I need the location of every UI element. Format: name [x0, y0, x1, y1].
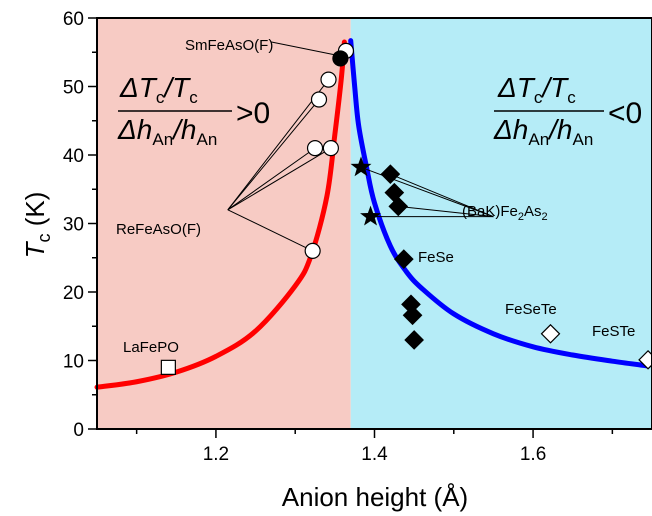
data-point-star [350, 156, 372, 177]
y-tick-label: 40 [63, 146, 84, 167]
data-point-diamond-filled [393, 249, 414, 269]
svg-text:ΔTc/Tc: ΔTc/Tc [497, 72, 576, 107]
region-left [97, 18, 351, 429]
data-point-diamond-open [638, 349, 652, 370]
leader-line [227, 147, 332, 211]
svg-text:<0: <0 [608, 97, 642, 130]
data-point-square-open [160, 359, 176, 375]
svg-text:ΔhAn/hAn: ΔhAn/hAn [117, 114, 217, 149]
left-ratio-label: ΔTc/Tc ΔhAn/hAn >0 [117, 72, 270, 149]
x-tick-label: 1.4 [361, 444, 388, 465]
data-point-star [360, 205, 381, 226]
data-point-diamond-filled [380, 164, 401, 185]
data-point-diamond-filled [404, 330, 424, 350]
label-smfeaso: SmFeAsO(F) [185, 37, 273, 54]
leader-line [227, 99, 320, 211]
right-ratio-label: ΔTc/Tc ΔhAn/hAn <0 [493, 72, 642, 149]
leader-line [227, 147, 316, 211]
leader-line [390, 173, 494, 218]
y-tick-label: 60 [63, 9, 84, 30]
data-point-diamond-open [540, 323, 561, 344]
y-tick-label: 0 [73, 420, 84, 441]
y-tick-label: 20 [63, 283, 84, 304]
y-tick-label: 10 [63, 352, 84, 373]
label-refeaso: ReFeAsO(F) [116, 221, 201, 238]
data-point-circle-open [322, 140, 339, 157]
svg-text:>0: >0 [236, 97, 270, 130]
trend-curve-right-trend [348, 38, 651, 369]
data-point-circle-open [306, 140, 324, 157]
data-point-diamond-filled [388, 196, 409, 217]
data-point-circle-open [310, 91, 328, 108]
y-tick-label: 50 [63, 78, 84, 99]
label-fesete: FeSeTe [505, 301, 557, 318]
x-axis-title: Anion height (Å) [282, 482, 468, 512]
data-point-diamond-filled [402, 305, 423, 326]
data-point-circle-open [320, 71, 337, 88]
trend-curve-left-trend [94, 39, 347, 390]
label-feste: FeSTe [592, 323, 635, 340]
x-tick-label: 1.6 [520, 444, 546, 465]
svg-text:ΔTc/Tc: ΔTc/Tc [119, 72, 198, 107]
label-fese: FeSe [418, 249, 454, 266]
leader-line [398, 205, 494, 218]
leader-line [271, 41, 339, 57]
x-tick-label: 1.2 [203, 444, 229, 465]
svg-text:ΔhAn/hAn: ΔhAn/hAn [493, 114, 593, 149]
label-bakfe2as2: (BaK)Fe2As2 [462, 203, 548, 223]
leader-line [227, 209, 313, 252]
y-axis-title: Tc (K) [20, 192, 54, 259]
data-point-circle-filled [332, 50, 349, 67]
y-tick-label: 30 [63, 215, 84, 236]
data-point-circle-open [304, 242, 321, 259]
label-lafepo: LaFePO [123, 339, 179, 356]
